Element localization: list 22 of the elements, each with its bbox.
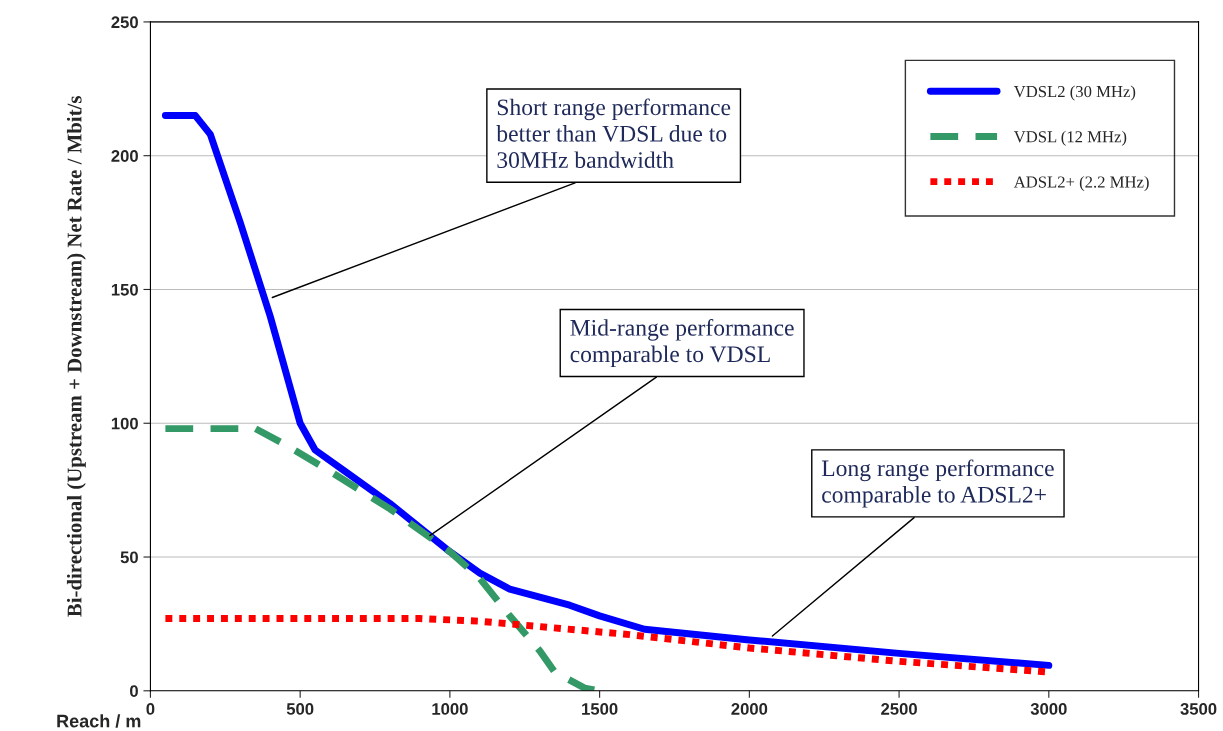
y-tick-label: 0	[130, 685, 138, 697]
annotation: Short range performance better than VDSL due to 30MHz bandwidth	[496, 98, 731, 169]
x-tick-label: 500	[286, 703, 314, 715]
annotation: Mid-range performance comparable to VDSL	[570, 318, 794, 368]
legend-label: VDSL (12 MHz)	[1013, 130, 1127, 146]
y-tick-label: 50	[120, 551, 138, 564]
x-tick-label: 0	[146, 703, 155, 715]
x-axis-title: Reach / m	[57, 714, 141, 728]
x-tick-label: 3500	[1180, 703, 1217, 715]
annotation: Long range performance comparable to ADSL2+	[821, 459, 1054, 508]
y-tick-label: 100	[111, 417, 138, 430]
x-tick-label: 2500	[881, 703, 917, 715]
x-tick-label: 1500	[582, 703, 618, 715]
x-tick-label: 2000	[731, 703, 768, 715]
y-tick-label: 150	[111, 283, 138, 296]
x-tick-label: 1000	[432, 703, 468, 715]
legend-label: ADSL2+ (2.2 MHz)	[1013, 175, 1149, 192]
y-tick-label: 250	[111, 16, 138, 29]
x-tick-label: 3000	[1030, 703, 1067, 715]
y-axis-title: Bi-directional (Upstream + Downstream) Net Rate / Mbit/s	[66, 96, 86, 617]
legend-label: VDSL2 (30 MHz)	[1013, 85, 1136, 101]
y-tick-label: 200	[111, 150, 138, 162]
